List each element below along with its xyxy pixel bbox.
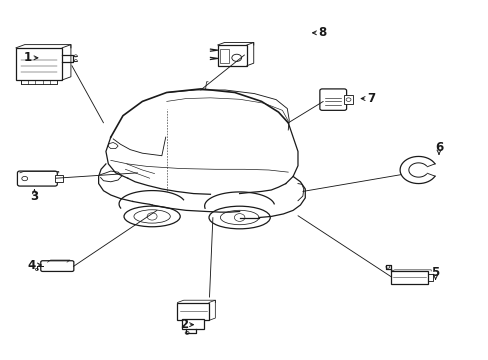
Text: 7: 7	[366, 92, 374, 105]
Polygon shape	[108, 143, 118, 149]
Circle shape	[231, 54, 241, 62]
Circle shape	[185, 332, 189, 334]
Circle shape	[147, 213, 157, 220]
Ellipse shape	[208, 206, 270, 229]
Text: 5: 5	[430, 266, 439, 279]
FancyBboxPatch shape	[390, 271, 427, 284]
FancyBboxPatch shape	[182, 319, 203, 329]
FancyBboxPatch shape	[55, 175, 62, 182]
Text: 4: 4	[27, 258, 36, 271]
FancyBboxPatch shape	[16, 48, 62, 80]
FancyBboxPatch shape	[344, 95, 352, 104]
Text: 3: 3	[30, 190, 39, 203]
Ellipse shape	[220, 210, 258, 225]
Circle shape	[385, 265, 389, 268]
FancyBboxPatch shape	[177, 302, 208, 320]
Circle shape	[35, 268, 38, 270]
FancyBboxPatch shape	[319, 89, 346, 111]
FancyBboxPatch shape	[219, 49, 229, 63]
FancyBboxPatch shape	[18, 171, 57, 186]
Text: 6: 6	[434, 141, 442, 154]
Circle shape	[74, 55, 77, 57]
Ellipse shape	[134, 210, 170, 223]
Circle shape	[346, 98, 350, 102]
Ellipse shape	[124, 206, 180, 227]
Circle shape	[22, 176, 28, 181]
Circle shape	[74, 60, 77, 62]
Text: 8: 8	[318, 26, 326, 39]
Circle shape	[234, 213, 244, 221]
Text: 2: 2	[179, 318, 187, 331]
Text: 1: 1	[24, 51, 32, 64]
FancyBboxPatch shape	[217, 45, 246, 66]
FancyBboxPatch shape	[41, 261, 74, 271]
